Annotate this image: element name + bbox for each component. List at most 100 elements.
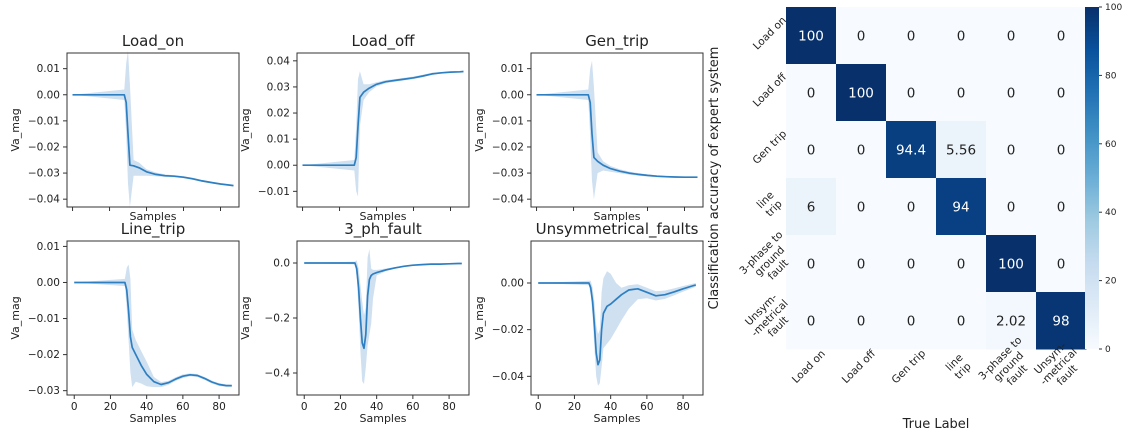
heatmap-cell bbox=[986, 64, 1037, 122]
cell-value-label: 0 bbox=[857, 200, 866, 216]
y-tick-label: −0.03 bbox=[492, 168, 524, 180]
heatmap-cell bbox=[786, 178, 837, 236]
column-label: Load on bbox=[790, 348, 828, 386]
x-tick-label: 80 bbox=[442, 401, 455, 413]
colorbar-tick-label: 40 bbox=[1105, 208, 1117, 218]
confidence-band bbox=[302, 71, 464, 197]
chart-title: Gen_trip bbox=[585, 32, 649, 51]
confidence-band bbox=[536, 60, 698, 200]
y-tick-label: −0.4 bbox=[265, 368, 291, 380]
cell-value-label: 0 bbox=[1007, 143, 1016, 159]
y-axis-label: Va_mag bbox=[473, 108, 486, 151]
y-axis-title: Classification accuracy of expert system bbox=[707, 47, 722, 310]
cell-value-label: 0 bbox=[957, 86, 966, 102]
heatmap-cell bbox=[986, 292, 1037, 350]
cell-value-label: 100 bbox=[798, 29, 824, 45]
y-tick-label: 0.01 bbox=[501, 63, 524, 75]
series-line bbox=[538, 282, 697, 366]
cell-value-label: 0 bbox=[907, 200, 916, 216]
cell-value-label: 0 bbox=[957, 314, 966, 330]
x-axis-title: True Label bbox=[902, 417, 970, 432]
confidence-band bbox=[304, 249, 462, 384]
line-chart-load-off: 0.04 0.03 0.02 0.01 0.00 −0.01 Load_off Samples… bbox=[239, 32, 470, 223]
plot-frame bbox=[66, 240, 240, 396]
x-axis-label: Samples bbox=[130, 412, 177, 425]
x-axis-label: Samples bbox=[130, 210, 177, 223]
series-line bbox=[302, 70, 464, 167]
y-tick-label: 0.04 bbox=[267, 55, 291, 67]
row-label: linetrip bbox=[755, 189, 785, 219]
cell-value-label: 0 bbox=[857, 29, 866, 45]
heatmap-cell bbox=[1036, 64, 1087, 122]
x-axis-label: Samples bbox=[594, 210, 641, 223]
y-tick-label: −0.01 bbox=[28, 115, 60, 127]
y-tick-label: −0.04 bbox=[492, 194, 524, 206]
heatmap-cell bbox=[1036, 121, 1087, 179]
y-axis-label: Va_mag bbox=[9, 108, 22, 151]
y-tick-label: −0.2 bbox=[265, 313, 291, 325]
y-tick-label: −0.01 bbox=[492, 115, 524, 127]
x-axis-label: Samples bbox=[360, 210, 407, 223]
line-chart-unsymmetrical-faults: 0.00 −0.02 −0.04 0 20 40 60 80 Unsymmetrical_fau… bbox=[473, 220, 704, 425]
cell-value-label: 6 bbox=[807, 200, 816, 216]
y-tick-label: 0.00 bbox=[501, 89, 524, 101]
cell-value-label: 0 bbox=[1057, 143, 1066, 159]
chart-title: Load_off bbox=[352, 32, 416, 51]
column-label: Load off bbox=[840, 347, 879, 386]
cell-value-label: 0 bbox=[807, 86, 816, 102]
row-label-line: Gen trip bbox=[751, 128, 790, 167]
y-tick-label: 0.00 bbox=[501, 278, 524, 290]
x-tick-label: 20 bbox=[104, 401, 117, 413]
x-tick-label: 60 bbox=[176, 401, 189, 413]
heatmap-cell bbox=[936, 178, 987, 236]
cell-value-label: 5.56 bbox=[946, 143, 976, 159]
row-label: Load off bbox=[751, 71, 790, 110]
cell-value-label: 0 bbox=[907, 257, 916, 273]
y-tick-label: −0.01 bbox=[258, 186, 290, 198]
series-line bbox=[304, 262, 462, 350]
y-tick-label: 0.01 bbox=[37, 63, 60, 75]
heatmap-cell bbox=[1036, 292, 1087, 350]
y-tick-label: −0.03 bbox=[28, 385, 60, 397]
cell-value-label: 94.4 bbox=[896, 143, 926, 159]
heatmap-cell bbox=[936, 121, 987, 179]
x-tick-label: 80 bbox=[676, 401, 689, 413]
heatmap-cell bbox=[836, 121, 887, 179]
cell-value-label: 94 bbox=[952, 200, 969, 216]
confidence-band bbox=[72, 50, 234, 208]
chart-title: Line_trip bbox=[121, 220, 186, 239]
heatmap-cell bbox=[1036, 235, 1087, 293]
heatmap-cell bbox=[1036, 178, 1087, 236]
heatmap-cell bbox=[936, 235, 987, 293]
x-tick-label: 20 bbox=[568, 401, 581, 413]
cell-value-label: 0 bbox=[857, 143, 866, 159]
row-label-line: Load off bbox=[751, 71, 790, 110]
cell-value-label: 0 bbox=[1057, 86, 1066, 102]
plot-frame bbox=[66, 52, 240, 208]
heatmap-cell bbox=[986, 235, 1037, 293]
confusion-matrix-heatmap: 100 0 0 0 0 00 100 0 0 0 00 0 94.4 5.56 0 06 0 0 94 0 00 0 0 0 1… bbox=[707, 3, 1122, 432]
cell-value-label: 0 bbox=[1057, 257, 1066, 273]
cell-value-label: 0 bbox=[807, 257, 816, 273]
cell-value-label: 0 bbox=[807, 143, 816, 159]
cell-value-label: 0 bbox=[857, 314, 866, 330]
column-label: Gen trip bbox=[890, 347, 929, 386]
colorbar-tick-label: 20 bbox=[1105, 277, 1117, 287]
heatmap-cell bbox=[1036, 7, 1087, 65]
y-tick-label: −0.04 bbox=[492, 371, 524, 383]
cell-value-label: 0 bbox=[907, 314, 916, 330]
y-tick-label: 0.03 bbox=[267, 81, 290, 93]
y-tick-label: −0.04 bbox=[28, 194, 60, 206]
chart-title: Load_on bbox=[122, 32, 184, 51]
heatmap-cell bbox=[836, 64, 887, 122]
cell-value-label: 100 bbox=[998, 257, 1024, 273]
chart-title: 3_ph_fault bbox=[344, 220, 422, 239]
x-tick-label: 0 bbox=[71, 401, 78, 413]
line-chart-load-on: 0.01 0.00 −0.01 −0.02 −0.03 −0.04 Load_on Sampl… bbox=[9, 32, 240, 223]
cell-value-label: 0 bbox=[1007, 86, 1016, 102]
chart-title: Unsymmetrical_faults bbox=[536, 220, 699, 239]
heatmap-cell bbox=[986, 121, 1037, 179]
plot-frame bbox=[296, 52, 470, 208]
heatmap-cell bbox=[936, 292, 987, 350]
heatmap-cell bbox=[886, 64, 937, 122]
